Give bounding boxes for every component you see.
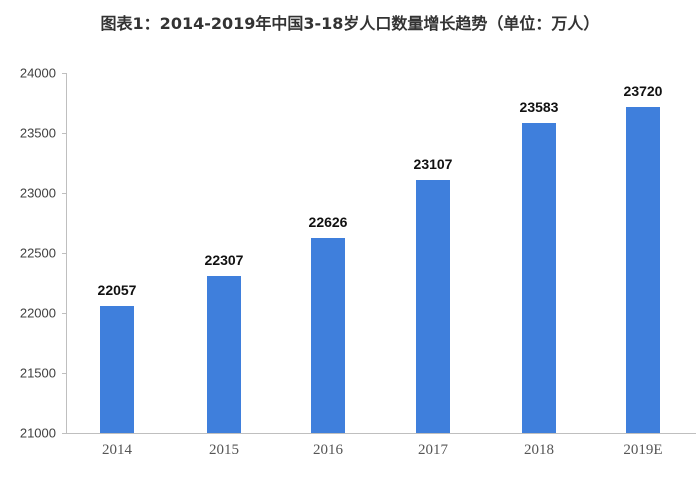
y-tick-label: 21500 <box>19 365 56 381</box>
x-tick-label: 2018 <box>524 442 554 458</box>
bar <box>626 106 660 433</box>
y-tick-mark <box>62 373 66 374</box>
y-tick-mark <box>62 193 66 194</box>
x-axis-line <box>66 433 696 434</box>
y-tick-label: 22500 <box>19 245 56 261</box>
y-tick-mark <box>62 313 66 314</box>
data-label: 23583 <box>519 99 559 116</box>
data-label: 22057 <box>97 282 137 299</box>
bar <box>311 237 345 433</box>
y-axis-line <box>66 73 67 433</box>
chart-title: 图表1：2014-2019年中国3-18岁人口数量增长趋势（单位：万人） <box>100 14 600 33</box>
y-tick-mark <box>62 433 66 434</box>
bar <box>100 306 134 433</box>
y-tick-label: 21000 <box>19 425 56 441</box>
data-label: 23720 <box>623 82 663 99</box>
y-tick-mark <box>62 133 66 134</box>
data-label: 23107 <box>413 156 453 173</box>
x-tick-label: 2017 <box>418 442 448 458</box>
y-tick-label: 23500 <box>19 125 56 141</box>
bar <box>522 123 556 433</box>
bar <box>416 180 450 433</box>
y-tick-label: 23000 <box>19 185 56 201</box>
y-tick-label: 22000 <box>19 305 56 321</box>
data-label: 22307 <box>204 252 244 269</box>
x-tick-label: 2014 <box>102 442 132 458</box>
x-tick-label: 2019E <box>623 442 663 458</box>
y-tick-mark <box>62 253 66 254</box>
x-tick-label: 2016 <box>313 442 343 458</box>
y-tick-label: 24000 <box>19 65 56 81</box>
y-tick-mark <box>62 73 66 74</box>
x-tick-label: 2015 <box>209 442 239 458</box>
data-label: 22626 <box>308 213 348 230</box>
bar <box>207 276 241 433</box>
